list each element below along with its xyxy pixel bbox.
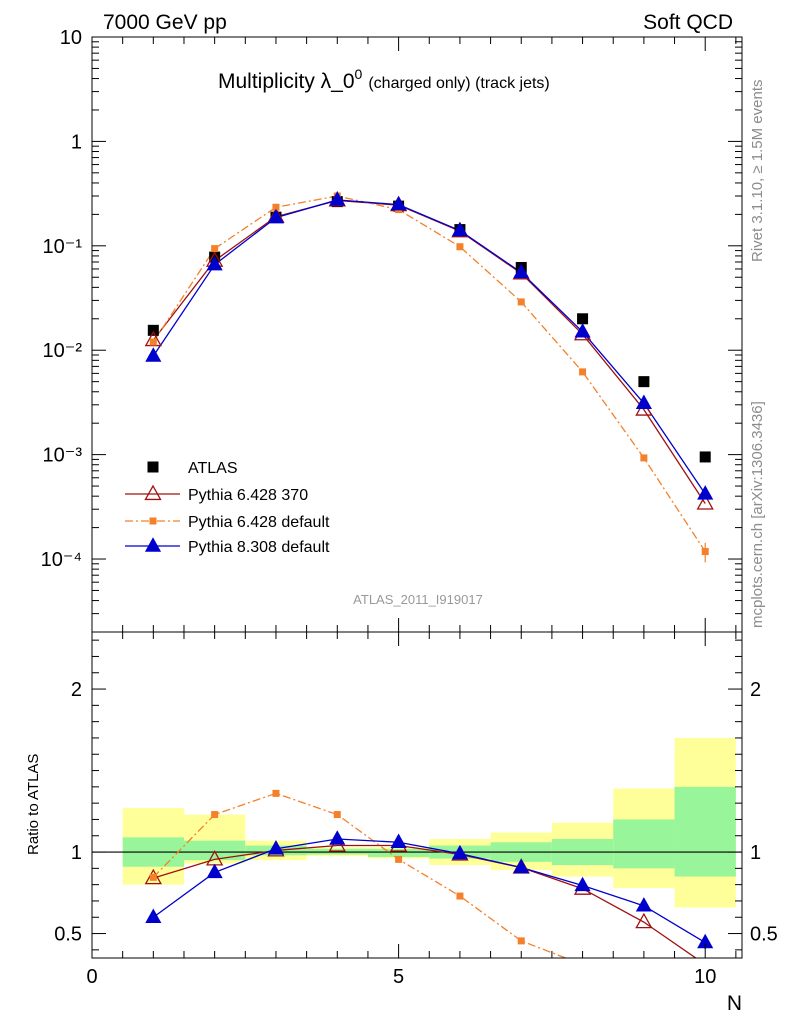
series-line-1 <box>152 199 706 504</box>
ratio-p6-370-point <box>635 912 653 929</box>
ratio-ylabel: Ratio to ATLAS <box>25 754 42 855</box>
analysis-id: ATLAS_2011_I919017 <box>353 592 483 607</box>
p6-default-point <box>272 203 280 211</box>
atlas-point <box>638 376 650 388</box>
y-tick-label: 10 <box>60 27 82 49</box>
p8-default-point <box>206 255 223 271</box>
y-tick-label: 10⁻³ <box>43 445 83 467</box>
p8-default-point <box>329 191 346 206</box>
y-tick-label: 10⁻⁴ <box>41 549 82 571</box>
ratio-p8-default-point <box>145 908 162 923</box>
ratio-ytick-label-right: 1 <box>750 842 761 864</box>
ratio-p8-default-point <box>390 833 407 848</box>
ratio-p8-default-point <box>574 876 591 892</box>
p8-default-point <box>390 195 407 211</box>
legend: ATLAS Pythia 6.428 370 Pythia 6.428 defaul… <box>125 460 330 556</box>
legend-label: Pythia 8.308 default <box>188 539 330 556</box>
title-sup: 0 <box>355 66 363 82</box>
ratio-p8-default-point <box>329 830 346 845</box>
uncertainty-band-inner <box>613 819 675 869</box>
atlas-point <box>147 324 159 336</box>
title-suffix: (charged only) (track jets) <box>368 75 549 92</box>
rivet-label: Rivet 3.1.10, ≥ 1.5M events <box>749 80 766 263</box>
ratio-p6-default-point <box>456 892 464 900</box>
p6-default-point <box>517 298 525 306</box>
title-main: Multiplicity λ_0 <box>218 70 355 93</box>
header-left: 7000 GeV pp <box>103 11 227 34</box>
y-tick-label: 10⁻² <box>43 340 83 362</box>
header-right: Soft QCD <box>643 11 733 34</box>
ratio-p8-default-point <box>451 844 468 860</box>
ratio-line-2 <box>152 838 706 944</box>
ratio-ytick-label-right: 2 <box>750 679 761 701</box>
atlas-point <box>577 313 589 325</box>
ratio-content <box>92 737 742 958</box>
ratio-p8-default-point <box>635 897 652 912</box>
ratio-ytick-label-left: 1 <box>71 842 82 864</box>
ratio-ytick-label-right: 0.5 <box>750 924 778 946</box>
series-line-2 <box>152 195 706 552</box>
legend-atlas-marker <box>147 461 159 473</box>
ratio-p6-default-point <box>333 811 341 819</box>
uncertainty-band-inner <box>674 786 736 877</box>
p8-default-point <box>574 323 591 338</box>
chart-title: Multiplicity λ_00 (charged only) (track j… <box>218 66 550 93</box>
legend-p6-default-marker <box>149 517 157 525</box>
ratio-p6-default-point <box>149 873 157 881</box>
ratio-ytick-label-left: 0.5 <box>54 924 82 946</box>
p8-default-point <box>697 485 714 500</box>
uncertainty-band-inner <box>367 848 430 857</box>
p6-370-point <box>144 330 162 347</box>
p8-default-point <box>513 263 530 279</box>
legend-label: Pythia 6.428 370 <box>188 487 308 504</box>
p6-default-point <box>456 243 464 251</box>
x-tick-label: 0 <box>86 966 97 988</box>
series-line-3 <box>152 199 706 495</box>
p6-default-point <box>149 338 157 346</box>
x-tick-label: 10 <box>694 966 716 988</box>
p8-default-point <box>145 347 162 362</box>
legend-p6-370-marker <box>144 484 162 501</box>
ratio-p8-default-point <box>267 840 285 855</box>
p6-default-point <box>211 245 219 253</box>
p8-default-point <box>635 394 652 410</box>
ratio-p6-370-point <box>144 868 162 885</box>
ratio-p8-default-point <box>206 863 223 879</box>
legend-label: ATLAS <box>188 460 238 477</box>
x-tick-label: 5 <box>393 966 404 988</box>
mcplots-label: mcplots.cern.ch [arXiv:1306.3436] <box>749 401 766 628</box>
main-panel: 10 1 10⁻¹ 10⁻² 10⁻³ 10⁻⁴ <box>41 27 743 633</box>
ratio-p6-default-point <box>517 937 525 945</box>
legend-p8-default-marker <box>144 537 162 552</box>
ratio-line-0 <box>153 844 697 958</box>
p6-default-point <box>640 454 648 462</box>
legend-label: Pythia 6.428 default <box>188 514 330 531</box>
ratio-p6-default-point <box>395 855 403 863</box>
ratio-p6-default-point <box>272 789 280 797</box>
y-tick-label: 10⁻¹ <box>43 236 83 258</box>
ratio-ytick-label-left: 2 <box>71 679 82 701</box>
p6-370-point <box>696 494 714 510</box>
ratio-frame <box>91 631 743 959</box>
atlas-point <box>699 451 711 463</box>
ratio-p8-default-point <box>513 858 530 874</box>
p8-default-point <box>267 208 285 224</box>
p6-default-point <box>579 368 587 376</box>
ratio-panel: 0.5 0.5 1 1 2 2 0 5 10 <box>54 631 778 988</box>
p8-default-point <box>451 221 468 237</box>
y-tick-label: 1 <box>71 131 82 153</box>
ratio-p6-default-point <box>211 811 219 819</box>
x-axis-label: N <box>727 992 742 1015</box>
